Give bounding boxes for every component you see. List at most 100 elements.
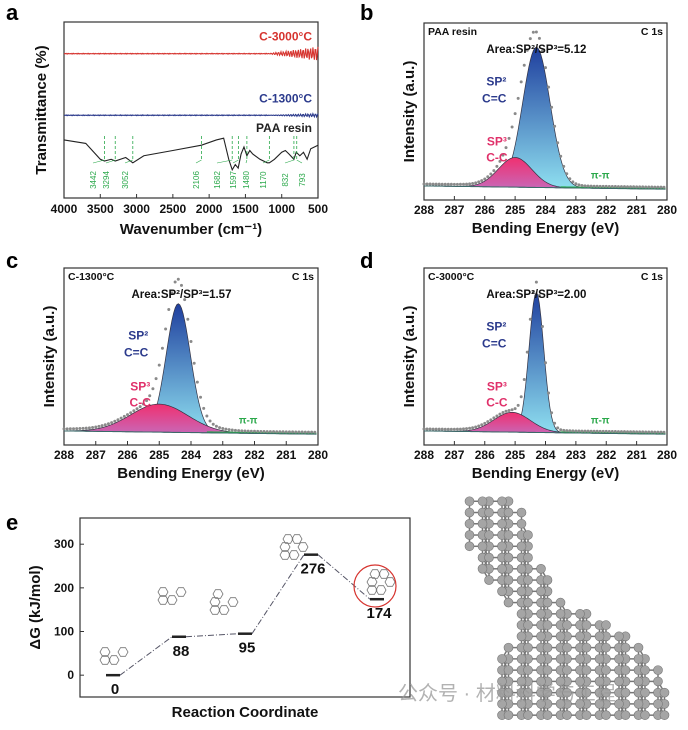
pi-pi-line	[206, 431, 317, 435]
peak-leader	[195, 159, 202, 164]
data-point	[170, 291, 174, 295]
atom	[594, 654, 605, 664]
atom	[464, 530, 475, 540]
y-axis-label: ΔG (kJ/mol)	[27, 565, 44, 649]
x-tick-label: 287	[444, 203, 464, 217]
data-point	[525, 350, 529, 354]
pi-pi-line	[560, 431, 666, 435]
data-point	[291, 430, 295, 434]
data-point	[249, 429, 253, 433]
panel-label-c: c	[6, 248, 18, 273]
data-point	[480, 423, 484, 427]
data-point	[425, 182, 429, 186]
data-point	[458, 182, 462, 186]
data-point	[638, 430, 642, 434]
data-point	[626, 185, 630, 189]
y-axis-label: Transmittance (%)	[33, 45, 50, 174]
y-axis-label: Intensity (a.u.)	[401, 306, 418, 408]
data-point	[510, 125, 514, 129]
data-point	[607, 184, 611, 188]
data-point	[452, 182, 456, 186]
data-point	[126, 413, 129, 417]
data-point	[586, 184, 590, 188]
atom	[601, 665, 611, 675]
sp2-label: SP²	[128, 329, 148, 343]
atom	[497, 699, 507, 709]
atom	[555, 654, 566, 664]
data-point	[504, 146, 508, 150]
atom	[575, 631, 585, 642]
x-tick-label: 288	[414, 203, 434, 217]
data-point	[78, 427, 82, 431]
data-point	[474, 425, 478, 429]
watermark: 公众号 · 材料科学与工程	[398, 682, 616, 705]
data-point	[218, 426, 222, 430]
data-point	[550, 105, 554, 109]
data-point	[474, 181, 478, 185]
data-point	[243, 429, 247, 433]
data-point	[650, 185, 654, 189]
x-tick-label: 500	[308, 202, 328, 216]
data-point	[297, 430, 301, 434]
data-point	[632, 185, 636, 189]
atom	[581, 642, 592, 653]
x-axis-label: Reaction Coordinate	[172, 704, 319, 721]
data-point	[638, 185, 642, 189]
x-tick-label: 2000	[196, 202, 223, 216]
data-point	[635, 430, 639, 434]
peak-leader	[216, 159, 233, 164]
data-point	[610, 185, 614, 189]
ring	[212, 589, 224, 599]
atom	[484, 552, 494, 563]
data-point	[650, 430, 654, 434]
data-point	[571, 180, 575, 184]
atom	[633, 699, 644, 709]
data-point	[583, 429, 587, 433]
atom	[484, 507, 494, 518]
data-point	[65, 427, 69, 431]
x-tick-label: 280	[308, 448, 328, 462]
x-tick-label: 3000	[123, 202, 150, 216]
data-point	[160, 346, 164, 350]
data-point	[516, 96, 520, 100]
data-point	[601, 184, 605, 188]
sp2-label: SP²	[486, 320, 506, 334]
data-point	[498, 412, 502, 416]
sample-label: C-1300°C	[68, 271, 115, 283]
atom	[516, 654, 527, 664]
atom	[536, 654, 546, 664]
data-point	[619, 430, 623, 434]
atom	[523, 687, 533, 698]
data-point	[449, 427, 453, 431]
atom	[633, 676, 644, 687]
data-point	[544, 361, 547, 365]
data-point	[446, 427, 450, 431]
data-point	[504, 409, 508, 413]
y-axis-label: Intensity (a.u.)	[401, 61, 418, 163]
molecule-sketch-4	[366, 569, 396, 595]
data-point	[622, 185, 626, 189]
sp3-label: SP³	[487, 380, 507, 394]
atom	[516, 609, 527, 619]
atom	[601, 710, 611, 720]
x-tick-label: 280	[657, 203, 677, 217]
data-point	[176, 277, 180, 281]
atom	[477, 541, 488, 552]
x-tick-label: 286	[117, 448, 137, 462]
data-point	[613, 185, 617, 189]
atom	[575, 699, 585, 709]
atom	[516, 586, 527, 597]
data-point	[577, 183, 581, 187]
data-point	[540, 49, 544, 53]
x-tick-label: 282	[596, 203, 616, 217]
data-point	[486, 420, 490, 424]
series-line-2	[63, 137, 319, 172]
data-point	[568, 177, 572, 181]
atom	[614, 676, 624, 687]
data-point	[580, 429, 584, 433]
peak-leader	[232, 159, 239, 164]
atom	[581, 710, 592, 720]
data-point	[656, 185, 660, 189]
atom	[562, 687, 572, 698]
